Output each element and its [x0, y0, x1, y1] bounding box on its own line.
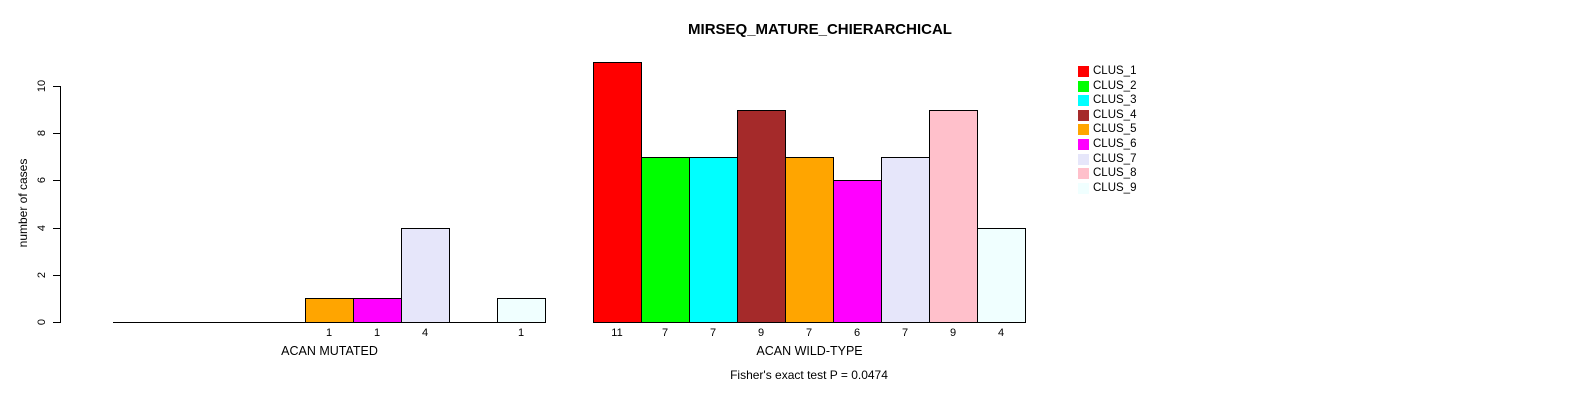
legend-swatch-clus_6	[1078, 139, 1089, 150]
bar-clus_8	[929, 110, 978, 323]
group-label: ACAN WILD-TYPE	[756, 344, 863, 358]
bar-value-label: 1	[517, 327, 525, 339]
bar-clus_3	[689, 157, 738, 323]
y-tick-mark	[53, 86, 60, 87]
y-tick-mark	[53, 133, 60, 134]
annotation-fisher-test: Fisher's exact test P = 0.0474	[730, 368, 888, 382]
legend-label: CLUS_9	[1093, 182, 1137, 194]
bar-clus_5	[305, 298, 354, 323]
bar-value-label: 4	[421, 327, 429, 339]
group-label: ACAN MUTATED	[281, 344, 378, 358]
bar-value-label: 1	[325, 327, 333, 339]
bar-value-label: 7	[661, 327, 669, 339]
y-tick-label: 8	[36, 129, 48, 137]
y-tick-mark	[53, 228, 60, 229]
legend-label: CLUS_1	[1093, 65, 1137, 77]
legend-swatch-clus_3	[1078, 95, 1089, 106]
bar-clus_6	[353, 298, 402, 323]
legend-label: CLUS_6	[1093, 138, 1137, 150]
bar-value-label: 7	[709, 327, 717, 339]
bar-value-label: 9	[949, 327, 957, 339]
y-tick-label: 2	[36, 271, 48, 279]
bar-value-label: 7	[901, 327, 909, 339]
bar-value-label: 1	[373, 327, 381, 339]
legend-swatch-clus_8	[1078, 168, 1089, 179]
legend-label: CLUS_4	[1093, 109, 1137, 121]
bar-clus_7	[881, 157, 930, 323]
legend-label: CLUS_2	[1093, 80, 1137, 92]
legend-swatch-clus_9	[1078, 183, 1089, 194]
bar-value-label: 6	[853, 327, 861, 339]
bar-value-label: 11	[611, 327, 623, 339]
y-tick-label: 0	[36, 318, 48, 326]
legend-label: CLUS_7	[1093, 153, 1137, 165]
chart-title: MIRSEQ_MATURE_CHIERARCHICAL	[688, 21, 952, 38]
legend-label: CLUS_8	[1093, 167, 1137, 179]
legend-label: CLUS_5	[1093, 123, 1137, 135]
bar-clus_2	[641, 157, 690, 323]
legend-swatch-clus_4	[1078, 110, 1089, 121]
bar-clus_9	[497, 298, 546, 323]
legend-swatch-clus_5	[1078, 124, 1089, 135]
y-axis-line	[60, 86, 61, 323]
bar-clus_1	[593, 62, 642, 323]
y-tick-mark	[53, 322, 60, 323]
legend-label: CLUS_3	[1093, 94, 1137, 106]
bar-clus_5	[785, 157, 834, 323]
y-tick-mark	[53, 275, 60, 276]
legend-swatch-clus_7	[1078, 154, 1089, 165]
y-tick-label: 4	[36, 224, 48, 232]
legend-swatch-clus_2	[1078, 81, 1089, 92]
bar-clus_4	[737, 110, 786, 323]
bar-clus_6	[833, 180, 882, 323]
bar-clus_7	[401, 228, 450, 323]
legend-swatch-clus_1	[1078, 66, 1089, 77]
y-axis-title: number of cases	[16, 158, 30, 248]
bar-value-label: 9	[757, 327, 765, 339]
y-tick-mark	[53, 180, 60, 181]
bar-clus_9	[977, 228, 1026, 323]
y-tick-label: 6	[36, 176, 48, 184]
bar-value-label: 7	[805, 327, 813, 339]
bar-value-label: 4	[997, 327, 1005, 339]
y-tick-label: 10	[36, 79, 48, 93]
